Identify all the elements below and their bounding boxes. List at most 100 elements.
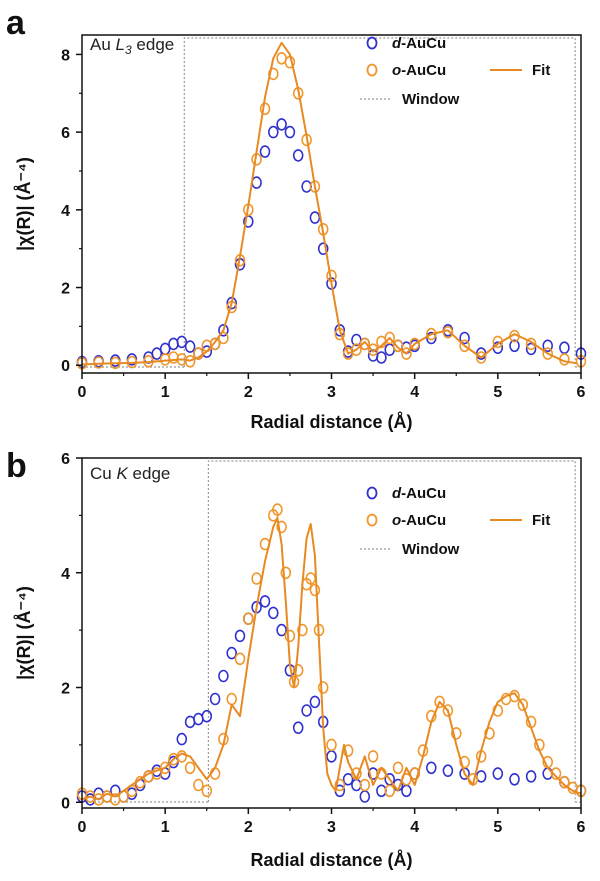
- data-point: [251, 572, 262, 585]
- data-point: [201, 784, 213, 798]
- edge-label: Cu K edge: [90, 464, 170, 483]
- data-point: [359, 337, 371, 351]
- y-tick-label: 8: [61, 47, 70, 64]
- legend-d-label: d-AuCu: [392, 35, 446, 52]
- legend-d-rest: -AuCu: [401, 485, 446, 502]
- data-point: [459, 755, 470, 769]
- x-axis-label: Radial distance (Å): [250, 412, 412, 432]
- data-point: [525, 770, 537, 783]
- panel-letter: a: [6, 4, 26, 42]
- y-tick-label: 2: [61, 281, 70, 298]
- data-point: [267, 606, 279, 620]
- data-point: [425, 331, 437, 345]
- x-tick-label: 3: [327, 384, 336, 401]
- panel-a: a 0 1 2 3 4 5 6 0 2 4 6 8 Radial distance (Å) |χ(R)| (…: [6, 4, 587, 432]
- data-point: [384, 331, 396, 345]
- data-point: [292, 721, 304, 735]
- y-axis-label: |χ(R)| (Å⁻⁴): [14, 157, 34, 251]
- x-tick-label: 4: [410, 819, 419, 836]
- legend-o-prefix: o: [392, 62, 401, 79]
- y-tick-label: 0: [61, 358, 70, 375]
- data-point: [542, 339, 554, 353]
- data-point: [151, 347, 163, 360]
- legend-d-marker: [366, 486, 378, 500]
- data-point: [450, 727, 462, 740]
- legend-o-rest: -AuCu: [401, 512, 446, 529]
- plot-frame: [81, 457, 582, 809]
- data-point: [342, 772, 354, 786]
- data-point: [401, 784, 412, 798]
- data-point: [401, 347, 412, 360]
- window-outline: [207, 460, 576, 802]
- x-tick-label: 6: [577, 384, 586, 401]
- data-point: [201, 709, 213, 723]
- data-point: [209, 692, 221, 706]
- data-point: [284, 125, 296, 139]
- legend-d-prefix: d: [392, 35, 402, 52]
- legend-window-label: Window: [402, 541, 460, 558]
- data-point: [168, 351, 179, 364]
- series-d-aucu: [76, 118, 587, 369]
- data-point: [176, 335, 188, 349]
- fit-line: [81, 517, 582, 801]
- data-point: [297, 623, 308, 637]
- data-point: [218, 323, 229, 337]
- legend-o-rest: -AuCu: [401, 62, 446, 79]
- data-point: [317, 681, 329, 694]
- x-tick-label: 6: [577, 819, 586, 836]
- data-point: [509, 689, 520, 703]
- edge-label-tail: edge: [132, 35, 175, 54]
- data-point: [442, 764, 454, 778]
- data-point: [151, 767, 163, 780]
- series-d-aucu: [76, 595, 587, 806]
- x-tick-label: 5: [493, 384, 502, 401]
- y-tick-label: 4: [61, 203, 70, 220]
- data-point: [542, 347, 554, 360]
- legend-d-prefix: d: [392, 485, 402, 502]
- data-point: [226, 692, 237, 706]
- y-tick-label: 2: [61, 681, 70, 698]
- x-tick-label: 0: [78, 819, 87, 836]
- data-point: [459, 339, 470, 353]
- x-axis-label: Radial distance (Å): [250, 850, 412, 870]
- edge-label-subscript: 3: [125, 43, 132, 57]
- data-point: [359, 790, 371, 803]
- legend-d-label: d-AuCu: [392, 485, 446, 502]
- data-point: [484, 727, 495, 740]
- data-point: [276, 118, 287, 131]
- data-point: [168, 337, 179, 351]
- plot-frame: [81, 34, 582, 374]
- legend-o-marker: [366, 513, 378, 527]
- y-axis-label: |χ(R)| (Å⁻⁴): [14, 586, 34, 680]
- data-point: [301, 704, 312, 717]
- edge-label-symbol: K: [116, 464, 128, 483]
- data-point: [550, 767, 562, 780]
- data-point: [309, 211, 321, 224]
- edge-label-tail: edge: [128, 464, 171, 483]
- data-point: [326, 738, 337, 752]
- data-point: [226, 646, 237, 660]
- series-o-aucu: [76, 503, 587, 806]
- data-point: [234, 629, 246, 643]
- legend-o-marker: [366, 63, 378, 77]
- x-tick-label: 3: [327, 819, 336, 836]
- x-tick-label: 5: [493, 819, 502, 836]
- data-point: [475, 351, 487, 364]
- x-tick-label: 2: [244, 384, 253, 401]
- y-tick-label: 4: [61, 566, 70, 583]
- data-point: [292, 663, 304, 677]
- x-tick-label: 1: [161, 384, 170, 401]
- data-point: [367, 343, 379, 357]
- data-point: [392, 761, 404, 775]
- legend-window-label: Window: [402, 91, 460, 108]
- data-point: [193, 778, 204, 792]
- legend-o-label: o-AuCu: [392, 512, 446, 529]
- data-point: [525, 342, 537, 356]
- series-fit: [81, 517, 582, 801]
- data-point: [376, 351, 387, 364]
- data-point: [193, 712, 204, 726]
- data-point: [93, 356, 104, 369]
- y-tick-label: 6: [61, 451, 70, 468]
- data-point: [184, 340, 196, 353]
